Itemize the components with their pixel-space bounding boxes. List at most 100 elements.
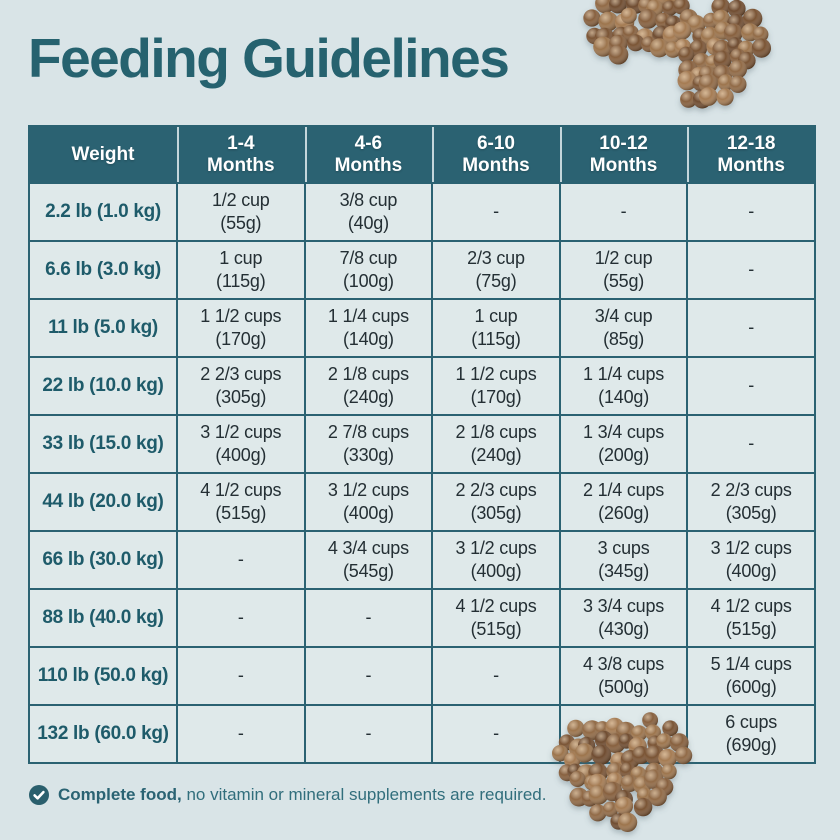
amount-text: 1/2 cup xyxy=(211,189,270,210)
weight-cell: 132 lb (60.0 kg) xyxy=(28,704,178,764)
grams-text: (170g) xyxy=(470,387,522,407)
amount-text: - xyxy=(237,723,244,744)
grams-text: (690g) xyxy=(725,735,777,755)
feeding-cell: 1 3/4 cups (200g) xyxy=(558,414,689,474)
amount-text: - xyxy=(748,317,755,338)
weight-cell: 110 lb (50.0 kg) xyxy=(28,646,178,706)
amount-text: 3/4 cup xyxy=(594,305,653,326)
feeding-guidelines-table: Weight 1-4 Months 4-6 Months 6-10 Months 10-12 M… xyxy=(28,125,816,764)
table-row: 6.6 lb (3.0 kg) 1 cup (115g) 7/8 cup (100g) 2… xyxy=(28,240,816,300)
feeding-cell: - xyxy=(303,646,434,706)
footnote: Complete food, no vitamin or mineral sup… xyxy=(29,785,546,805)
feeding-cell: 1 1/4 cups (140g) xyxy=(558,356,689,416)
feeding-cell: - xyxy=(176,704,306,764)
feeding-cell: 3/4 cup (85g) xyxy=(558,298,689,358)
amount-text: 3 1/2 cups xyxy=(455,537,537,558)
grams-text: (500g) xyxy=(598,677,649,697)
grams-text: (305g) xyxy=(215,387,267,407)
amount-text: - xyxy=(493,665,499,686)
feeding-cell: 1 1/4 cups (140g) xyxy=(303,298,434,358)
grams-text: (55g) xyxy=(220,213,262,233)
amount-text: 4 3/4 cups xyxy=(327,537,409,558)
column-header-line2: Months xyxy=(462,154,530,176)
table-row: 2.2 lb (1.0 kg) 1/2 cup (55g) 3/8 cup (40g) -… xyxy=(28,182,816,242)
check-circle-icon xyxy=(29,785,49,805)
amount-text: - xyxy=(237,665,244,686)
grams-text: (140g) xyxy=(342,329,394,349)
feeding-cell: 1/2 cup (55g) xyxy=(558,240,689,300)
grams-text: (100g) xyxy=(342,271,394,291)
feeding-cell: 5 1/4 cups (600g) xyxy=(686,646,816,706)
feeding-cell: 3 1/2 cups (400g) xyxy=(303,472,434,532)
column-header: Weight xyxy=(28,125,178,184)
grams-text: (40g) xyxy=(347,213,389,233)
weight-cell: 88 lb (40.0 kg) xyxy=(28,588,178,648)
feeding-cell: 2 1/8 cups (240g) xyxy=(303,356,434,416)
amount-text: 2 2/3 cups xyxy=(200,363,282,384)
amount-text: 1 cup xyxy=(474,305,518,326)
grams-text: (115g) xyxy=(216,271,266,291)
grams-text: (430g) xyxy=(598,619,649,639)
table-row: 22 lb (10.0 kg) 2 2/3 cups (305g) 2 1/8 cup… xyxy=(28,356,816,416)
amount-text: - xyxy=(237,607,244,628)
amount-text: 4 1/2 cups xyxy=(455,595,537,616)
amount-text: 1 cup xyxy=(219,247,263,268)
weight-cell: 6.6 lb (3.0 kg) xyxy=(28,240,178,300)
feeding-cell: 4 1/2 cups (515g) xyxy=(176,472,306,532)
amount-text: 2 1/8 cups xyxy=(327,363,409,384)
feeding-cell: 2 2/3 cups (305g) xyxy=(176,356,306,416)
amount-text: 1 1/4 cups xyxy=(327,305,409,326)
amount-text: - xyxy=(620,723,627,744)
feeding-cell: 1 1/2 cups (170g) xyxy=(431,356,561,416)
feeding-cell: 1 1/2 cups (170g) xyxy=(176,298,306,358)
weight-cell: 2.2 lb (1.0 kg) xyxy=(28,182,178,242)
feeding-cell: - xyxy=(176,588,306,648)
column-header: 1-4 Months xyxy=(176,125,306,184)
amount-text: - xyxy=(748,259,755,280)
amount-text: 2/3 cup xyxy=(467,247,525,268)
grams-text: (260g) xyxy=(598,503,649,523)
amount-text: 3 1/2 cups xyxy=(327,479,409,500)
grams-text: (240g) xyxy=(470,445,522,465)
column-header: 10-12 Months xyxy=(558,125,689,184)
amount-text: 3 cups xyxy=(597,537,650,558)
feeding-cell: - xyxy=(558,704,689,764)
table-row: 88 lb (40.0 kg) - - 4 1/2 cups (515g) 3 3/4 c… xyxy=(28,588,816,648)
feeding-cell: 4 3/8 cups (500g) xyxy=(558,646,689,706)
grams-text: (545g) xyxy=(342,561,394,581)
feeding-cell: - xyxy=(686,182,816,242)
feeding-cell: - xyxy=(686,240,816,300)
table-row: 66 lb (30.0 kg) - 4 3/4 cups (545g) 3 1/2 cu… xyxy=(28,530,816,590)
amount-text: - xyxy=(493,201,499,222)
feeding-cell: 3 1/2 cups (400g) xyxy=(431,530,561,590)
feeding-cell: 3 cups (345g) xyxy=(558,530,689,590)
feeding-cell: 2 2/3 cups (305g) xyxy=(686,472,816,532)
feeding-cell: 2 1/8 cups (240g) xyxy=(431,414,561,474)
amount-text: - xyxy=(748,201,755,222)
grams-text: (600g) xyxy=(725,677,777,697)
grams-text: (75g) xyxy=(475,271,517,291)
feeding-cell: - xyxy=(431,646,561,706)
amount-text: 3 3/4 cups xyxy=(583,595,665,616)
amount-text: - xyxy=(620,201,627,222)
amount-text: 2 2/3 cups xyxy=(455,479,537,500)
grams-text: (85g) xyxy=(603,329,645,349)
feeding-cell: - xyxy=(303,588,434,648)
amount-text: 1 1/4 cups xyxy=(583,363,665,384)
grams-text: (305g) xyxy=(470,503,522,523)
amount-text: 6 cups xyxy=(725,711,778,732)
grams-text: (140g) xyxy=(598,387,649,407)
amount-text: - xyxy=(493,723,499,744)
feeding-cell: 4 3/4 cups (545g) xyxy=(303,530,434,590)
amount-text: 2 2/3 cups xyxy=(710,479,792,500)
column-header-line2: Months xyxy=(334,154,403,176)
feeding-cell: 3 3/4 cups (430g) xyxy=(558,588,689,648)
feeding-cell: 3 1/2 cups (400g) xyxy=(176,414,306,474)
amount-text: - xyxy=(237,549,244,570)
footnote-text: Complete food, no vitamin or mineral sup… xyxy=(58,785,546,805)
grams-text: (200g) xyxy=(598,445,649,465)
feeding-cell: 2 7/8 cups (330g) xyxy=(303,414,434,474)
amount-text: 1 1/2 cups xyxy=(455,363,537,384)
column-header-line1: 10-12 xyxy=(599,133,648,155)
feeding-cell: 1 cup (115g) xyxy=(431,298,561,358)
